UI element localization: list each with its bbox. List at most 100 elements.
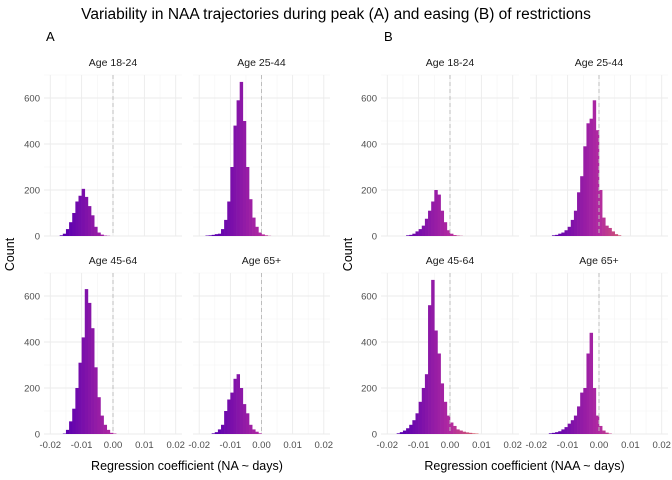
histogram-bar xyxy=(440,210,445,236)
histogram-bar xyxy=(440,383,445,434)
histogram-bar xyxy=(586,353,590,434)
histogram-bar xyxy=(409,234,413,236)
x-tick-label: 0.00 xyxy=(104,440,123,451)
histogram-bar xyxy=(224,219,228,236)
histogram-bar xyxy=(249,424,253,434)
histogram-bar xyxy=(595,415,600,434)
histogram-bar xyxy=(577,406,581,434)
histogram-bar xyxy=(255,226,259,236)
histogram-bar xyxy=(580,392,584,434)
histogram-bar xyxy=(424,218,429,236)
histogram-bar xyxy=(592,100,597,236)
histogram-bar xyxy=(428,305,432,434)
histogram-bar xyxy=(561,232,565,236)
y-tick-label: 400 xyxy=(361,337,377,348)
histogram-bar xyxy=(614,234,619,236)
histogram-bar xyxy=(249,199,253,236)
histogram-bar xyxy=(227,201,231,236)
histogram-bar xyxy=(239,388,244,434)
facet-label: Age 25-44 xyxy=(575,57,624,69)
histogram-bar xyxy=(551,432,556,434)
histogram-bar xyxy=(412,233,416,236)
histogram-bar xyxy=(75,201,79,236)
histogram-bar xyxy=(69,421,73,434)
y-tick-label: 200 xyxy=(24,185,40,196)
histogram-bar xyxy=(72,408,76,434)
histogram-bar xyxy=(221,424,225,434)
histogram-bar xyxy=(91,328,95,434)
histogram-bar xyxy=(599,425,603,434)
x-tick-label: 0.00 xyxy=(590,440,609,451)
y-tick-label: 400 xyxy=(24,139,40,150)
x-axis-title: Regression coefficient (NA ~ days) xyxy=(91,459,283,473)
histogram-bar xyxy=(424,374,429,434)
x-tick-label: -0.02 xyxy=(376,440,398,451)
histogram-bar xyxy=(421,388,426,434)
histogram-bar xyxy=(100,415,104,434)
histogram-bar xyxy=(555,432,559,434)
histogram-bar xyxy=(396,433,401,434)
histogram-bar xyxy=(573,210,578,236)
histogram-bar xyxy=(428,210,432,236)
histogram-bar xyxy=(465,432,470,434)
histogram-bar xyxy=(230,167,234,236)
x-tick-label: 0.02 xyxy=(315,440,334,451)
histogram-bar xyxy=(242,404,247,434)
x-tick-label: 0.01 xyxy=(472,440,491,451)
y-tick-label: 0 xyxy=(35,429,40,440)
histogram-bar xyxy=(211,433,216,434)
histogram-bar xyxy=(570,219,575,236)
histogram-bar xyxy=(230,392,234,434)
histogram-bar xyxy=(468,432,473,434)
histogram-bar xyxy=(558,233,562,236)
facet-panel: Age 65+ -0.02 -0.01 0.00 0.01 0.02 xyxy=(525,255,671,451)
histogram-bar xyxy=(437,194,441,236)
facet-panel: Age 18-24 0 200 400 600 xyxy=(361,57,519,242)
panel-tag: B xyxy=(384,29,393,44)
histogram-bar xyxy=(221,229,225,236)
facet-label: Age 45-64 xyxy=(426,255,475,267)
histogram-bar xyxy=(65,229,70,236)
histogram-bar xyxy=(81,188,86,236)
facet-panel: Age 25-44 xyxy=(193,57,330,237)
facet-panel: Age 25-44 xyxy=(530,57,668,237)
facet-label: Age 18-24 xyxy=(89,57,138,69)
panel-tag: A xyxy=(46,29,55,44)
x-tick-label: -0.02 xyxy=(525,440,547,451)
histogram-bar xyxy=(453,425,457,434)
histogram-bar xyxy=(415,231,419,236)
histogram-bar xyxy=(239,81,244,237)
facet-panel: Age 45-64 0 200 400 600 -0.02 -0.01 0.00 0.01 0.0… xyxy=(361,255,522,451)
facet-panel: Age 65+ -0.02 -0.01 0.00 0.01 0.02 xyxy=(188,255,333,451)
histogram-bar xyxy=(214,432,219,434)
histogram-bar xyxy=(567,423,572,434)
histogram-bar xyxy=(81,337,86,434)
histogram-bar xyxy=(69,222,73,236)
x-tick-label: 0.02 xyxy=(166,440,185,451)
histogram-bar xyxy=(214,234,219,236)
x-tick-label: 0.02 xyxy=(503,440,522,451)
histogram-bar xyxy=(399,432,404,434)
histogram-bar xyxy=(592,388,597,434)
y-tick-label: 0 xyxy=(35,231,40,242)
histogram-bar xyxy=(252,429,256,434)
histogram-bar xyxy=(586,123,590,236)
histogram-bar xyxy=(605,225,609,236)
y-tick-label: 200 xyxy=(361,383,377,394)
x-tick-label: -0.01 xyxy=(557,440,579,451)
histogram-bar xyxy=(577,192,581,236)
histogram-bar xyxy=(65,429,70,434)
y-tick-label: 600 xyxy=(24,93,40,104)
facet-label: Age 45-64 xyxy=(89,255,138,267)
histogram-bar xyxy=(409,424,413,434)
histogram-bar xyxy=(415,413,419,434)
histogram-bar xyxy=(583,388,587,434)
histogram-bar xyxy=(589,332,594,434)
histogram-bar xyxy=(78,195,82,236)
y-tick-label: 400 xyxy=(361,139,377,150)
histogram-bar xyxy=(617,235,622,236)
facet-label: Age 65+ xyxy=(579,255,618,267)
histogram-bar xyxy=(94,226,98,236)
histogram-bar xyxy=(605,432,609,434)
